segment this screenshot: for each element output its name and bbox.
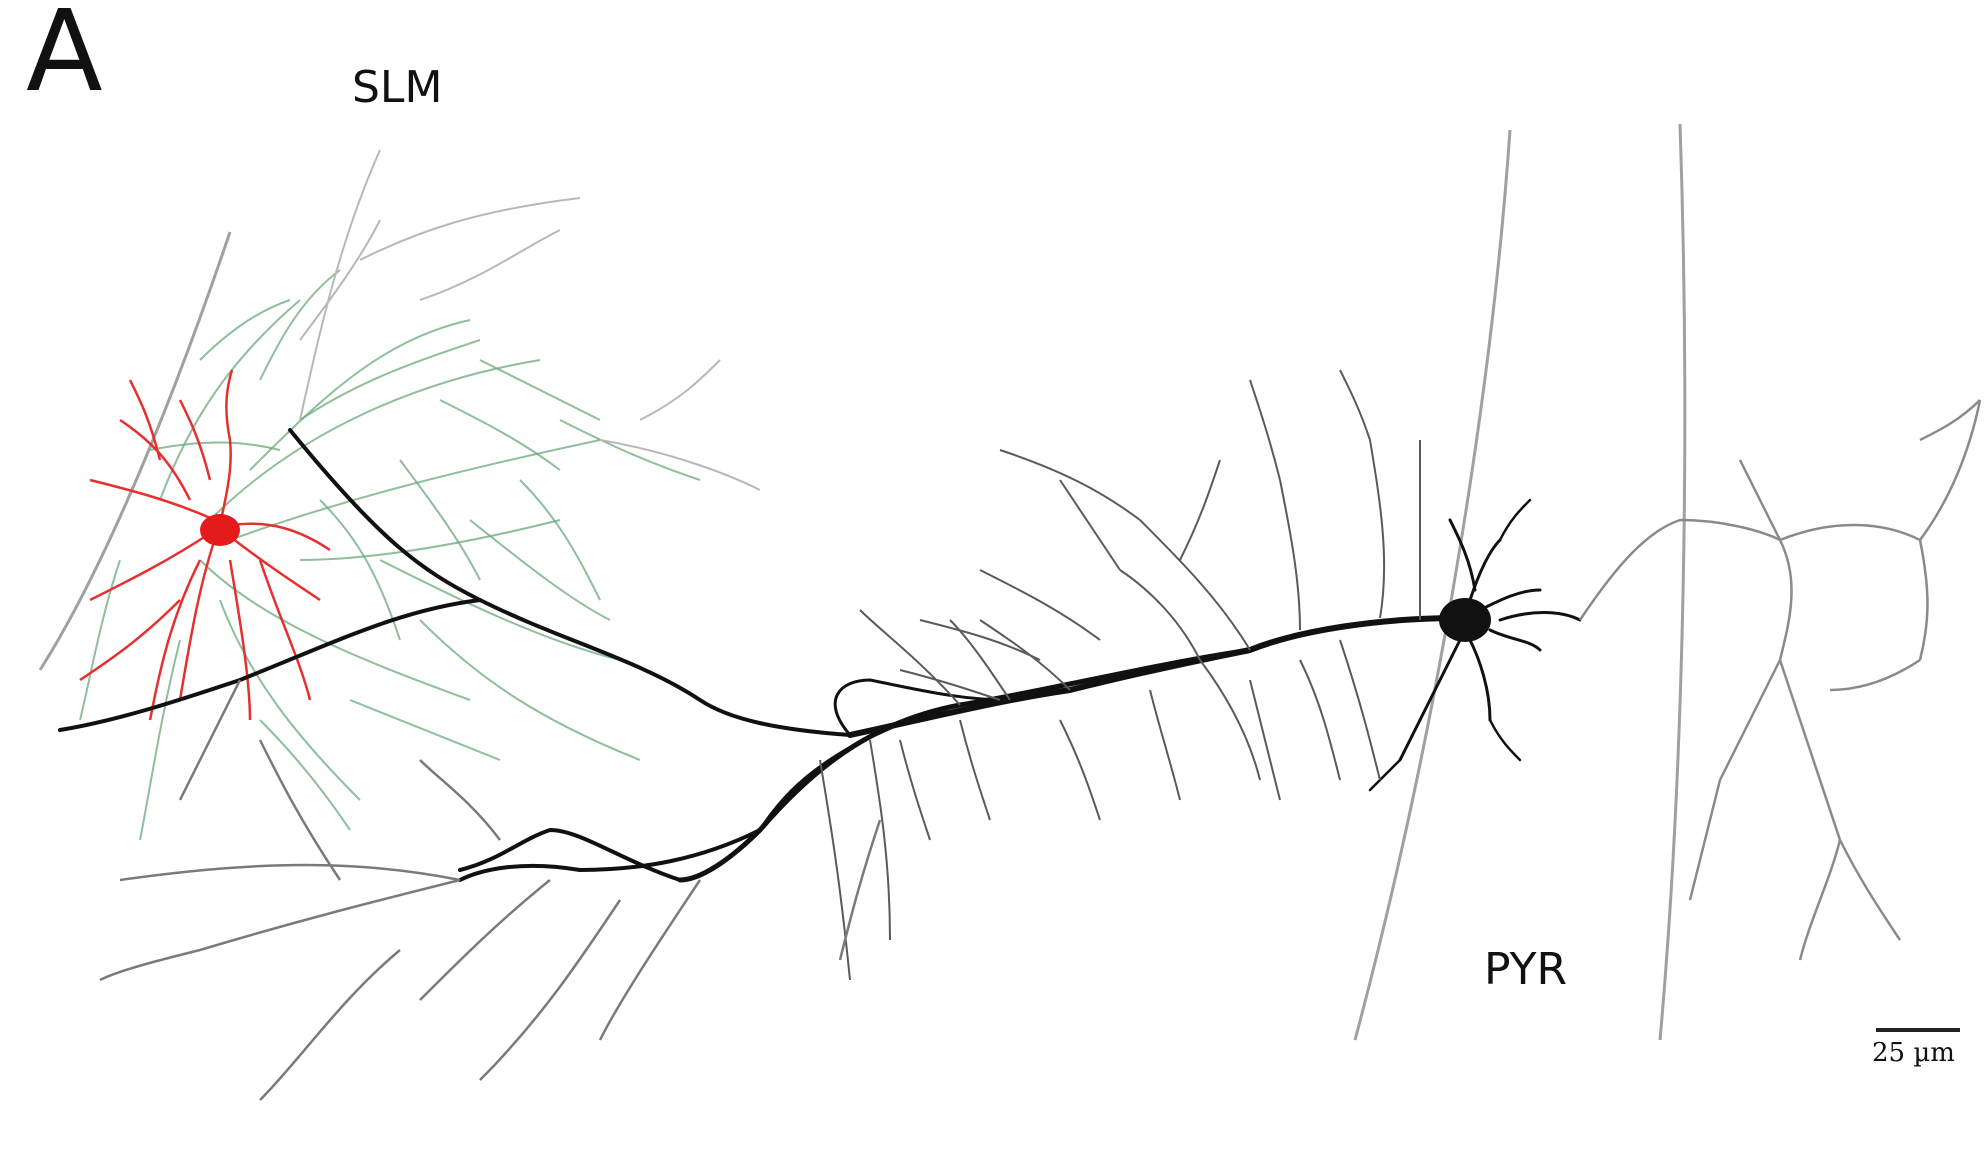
layer-boundaries <box>38 123 1687 1041</box>
layer-boundary-left <box>38 231 232 671</box>
faint-axon-branches <box>299 149 761 491</box>
layer-boundary-pyr-right <box>1658 123 1687 1041</box>
region-label-slm: SLM <box>352 62 443 113</box>
pyramidal-main-dendrites <box>58 428 1463 883</box>
scale-bar-label: 25 µm <box>1872 1038 1955 1068</box>
lower-axon-branches <box>99 679 882 1101</box>
panel-letter: A <box>26 0 103 117</box>
pyramidal-thin-branches <box>819 369 1422 981</box>
scale-bar <box>1876 1028 1960 1032</box>
interneuron-dendrites <box>79 369 331 721</box>
interneuron-soma <box>200 514 240 546</box>
pyramidal-soma <box>1439 598 1491 642</box>
region-label-pyr: PYR <box>1484 944 1568 995</box>
interneuron-axon-arbor <box>79 269 701 841</box>
pyramidal-soma-basal <box>1368 498 1582 792</box>
layer-boundary-pyr-left <box>1353 129 1512 1041</box>
right-axon-arbor <box>1578 399 1982 961</box>
